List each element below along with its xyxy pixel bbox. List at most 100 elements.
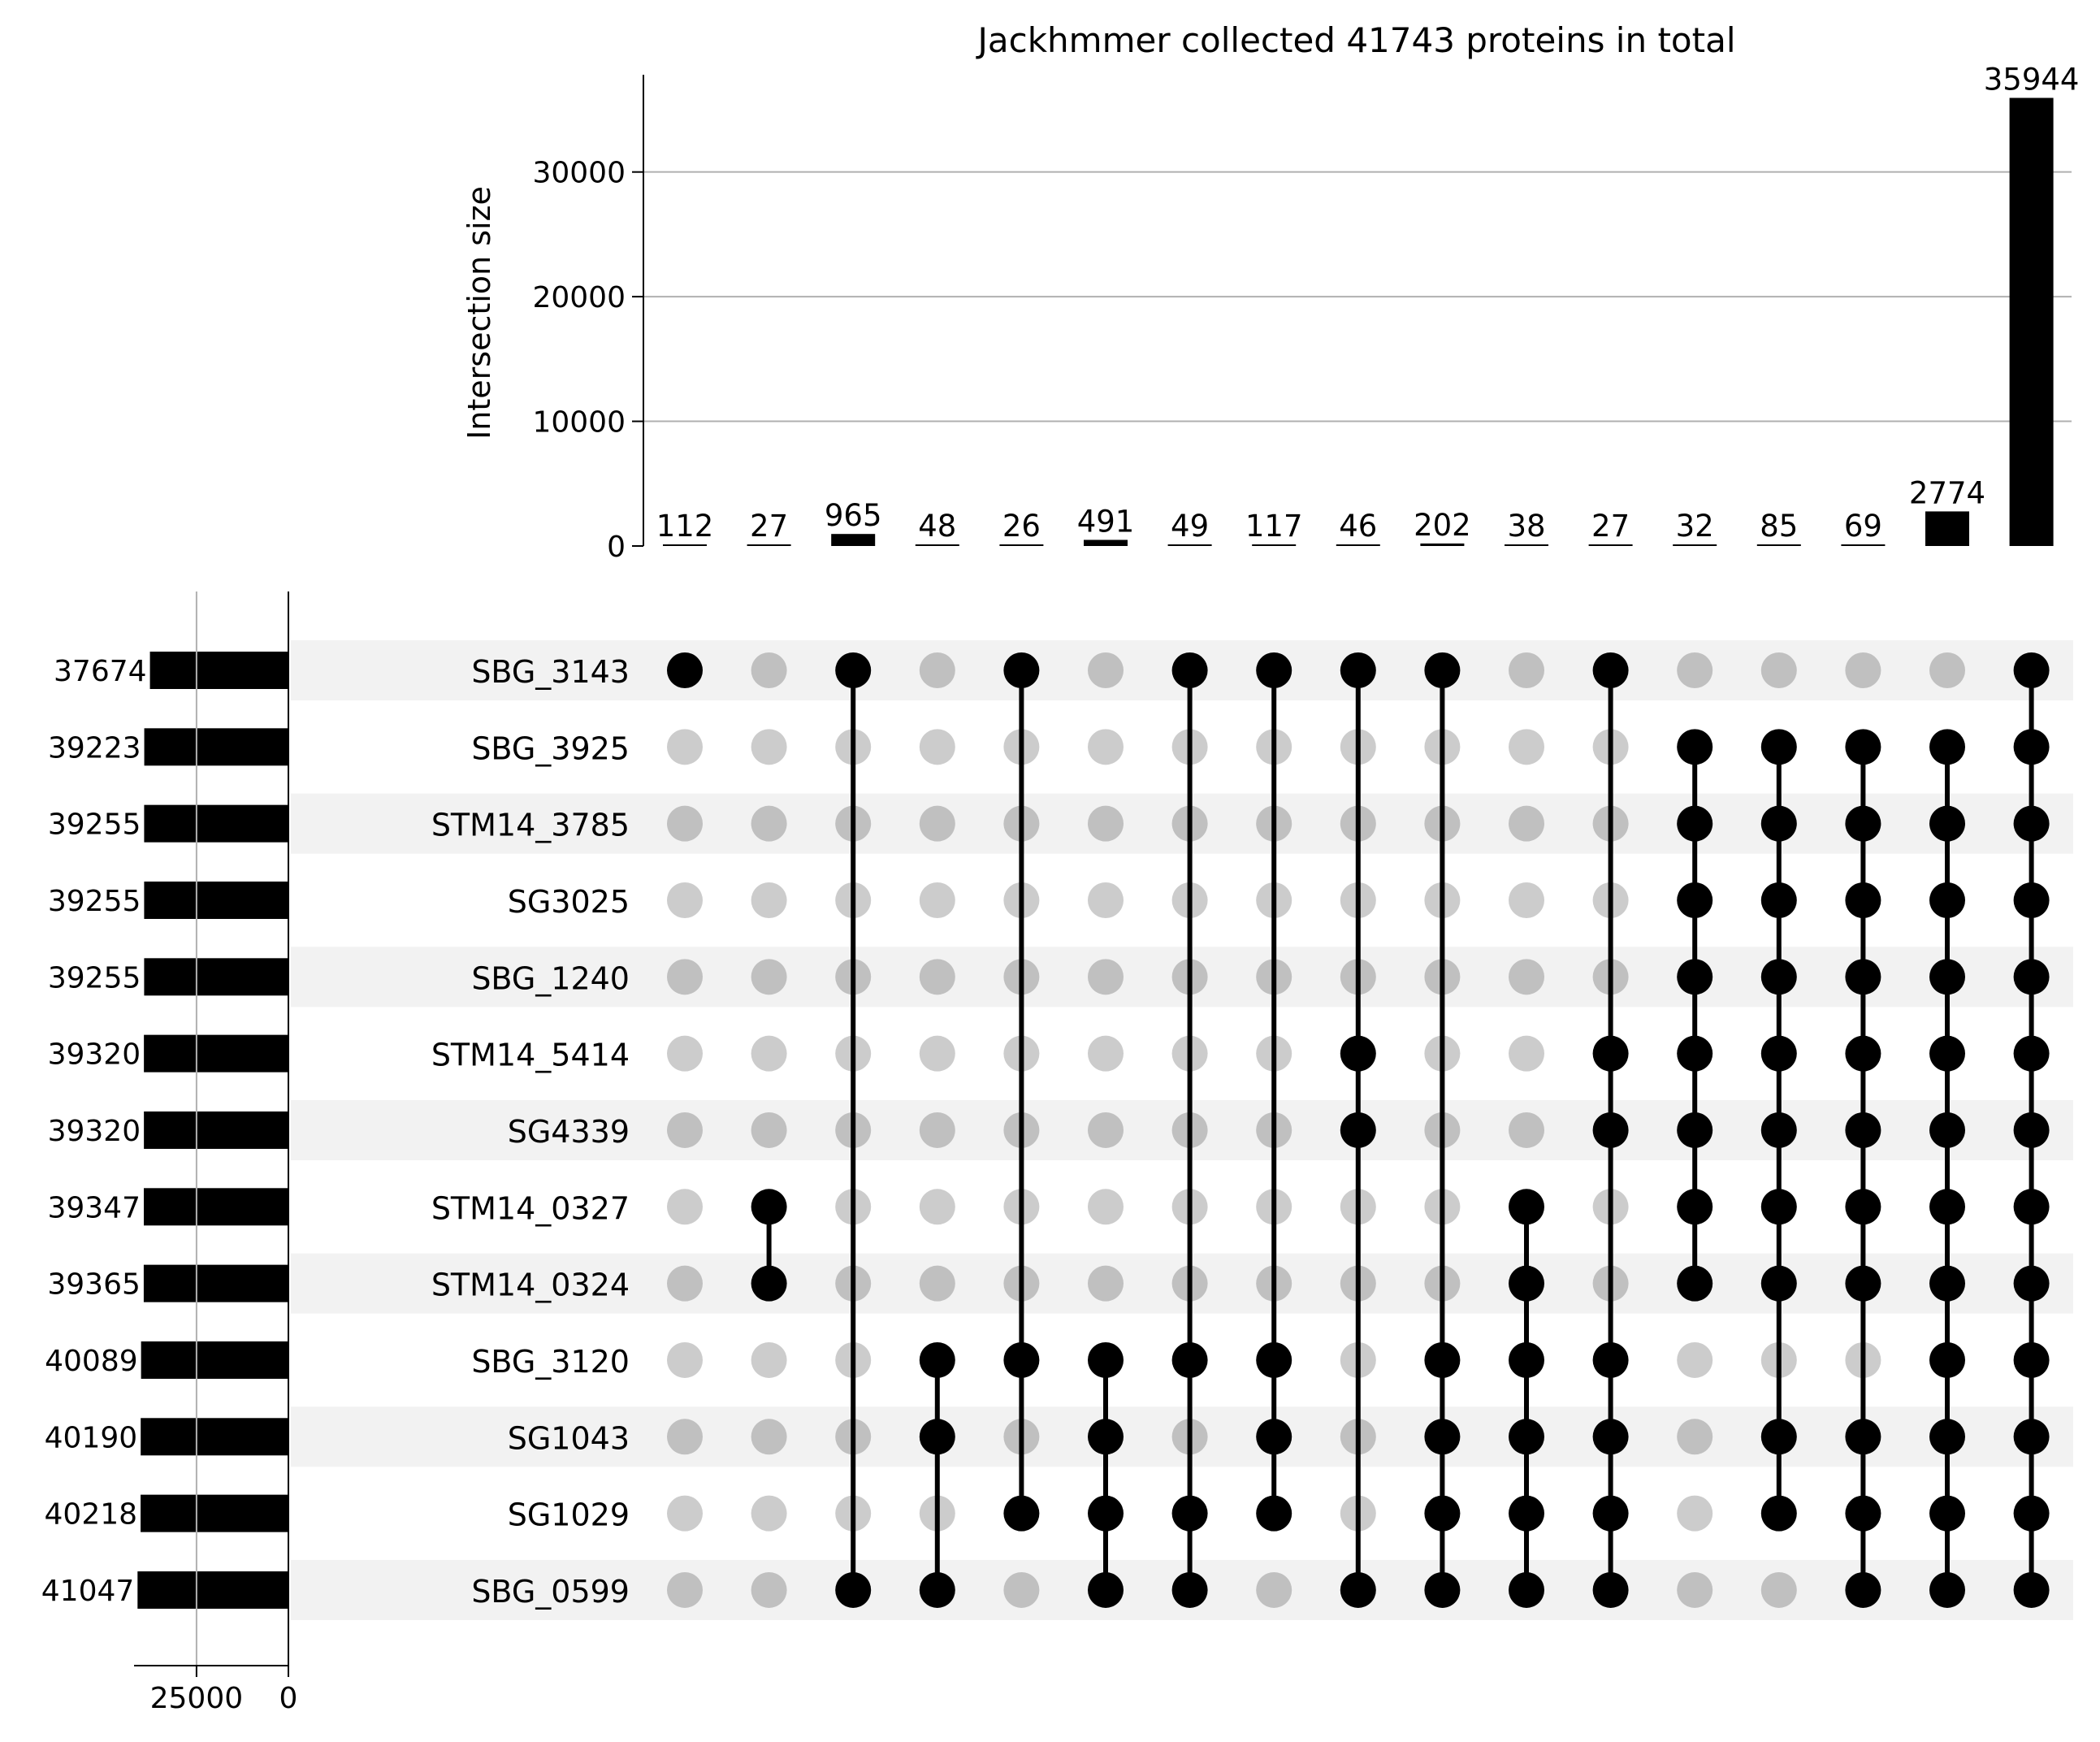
intersection-bar: [1167, 544, 1212, 546]
active-dot: [1760, 1495, 1797, 1532]
active-dot: [1760, 729, 1797, 765]
intersection-bar: [1084, 540, 1128, 546]
active-dot: [1929, 805, 1965, 842]
intersection-bar-label: 32: [1676, 509, 1714, 544]
active-dot: [1592, 1419, 1629, 1455]
set-size-label: 39347: [47, 1191, 141, 1224]
active-dot: [1760, 959, 1797, 995]
set-size-bar: [144, 1111, 288, 1149]
active-dot: [1760, 1112, 1797, 1148]
active-dot: [1677, 1265, 1713, 1302]
inactive-dot: [667, 1265, 703, 1302]
active-dot: [1003, 1341, 1040, 1378]
set-size-bar: [149, 652, 288, 689]
set-size-label: 41047: [41, 1575, 135, 1608]
inactive-dot: [751, 959, 787, 995]
intersection-gridlines: [643, 171, 2072, 422]
set-size-bar: [144, 1188, 288, 1226]
active-dot: [1760, 1189, 1797, 1225]
inactive-dot: [1677, 1571, 1713, 1608]
inactive-dot: [751, 729, 787, 765]
inactive-dot: [1088, 1112, 1124, 1148]
active-dot: [1509, 1189, 1544, 1225]
inactive-dot: [751, 805, 787, 842]
active-dot: [1760, 805, 1797, 842]
active-dot: [1845, 1035, 1881, 1072]
active-dot: [1929, 1035, 1965, 1072]
intersection-bar: [999, 544, 1044, 546]
set-size-bar: [144, 728, 288, 766]
inactive-dot: [1509, 652, 1544, 688]
set-size-bar: [143, 1264, 288, 1302]
active-dot: [1677, 805, 1713, 842]
inactive-dot: [1088, 1265, 1124, 1302]
inactive-dot: [751, 652, 787, 688]
inactive-dot: [751, 1341, 787, 1378]
inactive-dot: [667, 805, 703, 842]
active-dot: [1929, 729, 1965, 765]
inactive-dot: [1509, 882, 1544, 918]
inactive-dot: [1929, 652, 1965, 688]
active-dot: [1929, 1341, 1965, 1378]
active-dot: [1677, 729, 1713, 765]
active-dot: [1929, 1265, 1965, 1302]
inactive-dot: [751, 882, 787, 918]
intersection-bar: [1841, 544, 1886, 546]
inactive-dot: [667, 1571, 703, 1608]
set-name-label: SBG_1240: [471, 960, 630, 996]
inactive-dot: [1509, 729, 1544, 765]
intersection-bar-label: 35944: [1984, 62, 2080, 97]
set-size-label: 39255: [48, 808, 141, 842]
y-tick-label: 0: [607, 531, 626, 564]
set-size-bars: 37674 SBG_3143 39223 SBG_3925 39255 STM14_378…: [41, 592, 630, 1666]
set-size-label: 40089: [45, 1345, 138, 1378]
active-dot: [1845, 1419, 1881, 1455]
inactive-dot: [919, 1035, 955, 1072]
intersection-bar-label: 117: [1245, 509, 1303, 544]
axes: 0 10000 20000 30000 25000 0: [134, 75, 644, 1715]
active-dot: [1424, 652, 1461, 688]
active-dot: [1845, 729, 1881, 765]
inactive-dot: [667, 1495, 703, 1532]
active-dot: [1929, 959, 1965, 995]
intersection-bar-label: 202: [1414, 508, 1471, 543]
set-size-label: 40190: [45, 1421, 138, 1454]
chart-title: Jackhmmer collected 41743 proteins in to…: [976, 20, 1736, 60]
set-size-bar: [141, 1341, 288, 1379]
inactive-dot: [1256, 1571, 1292, 1608]
set-name-label: SG3025: [508, 884, 630, 920]
set-name-label: STM14_0324: [431, 1268, 630, 1303]
inactive-dot: [751, 1035, 787, 1072]
set-name-label: SBG_3120: [471, 1344, 630, 1380]
inactive-dot: [1677, 1419, 1713, 1455]
active-dot: [1677, 1112, 1713, 1148]
active-dot: [1677, 1035, 1713, 1072]
active-dot: [1929, 1189, 1965, 1225]
inactive-dot: [1677, 1341, 1713, 1378]
active-dot: [1929, 1112, 1965, 1148]
active-dot: [751, 1189, 787, 1225]
y-tick-label: 20000: [532, 281, 626, 314]
set-name-label: SG1029: [508, 1497, 630, 1533]
active-dot: [1256, 1419, 1292, 1455]
x-tick-label: 0: [279, 1682, 298, 1715]
set-size-label: 39223: [48, 731, 141, 765]
active-dot: [1845, 1265, 1881, 1302]
set-size-label: 39320: [48, 1038, 141, 1072]
set-name-label: STM14_3785: [431, 808, 630, 843]
intersection-bar: [663, 544, 707, 546]
active-dot: [1509, 1265, 1544, 1302]
active-dot: [1592, 1341, 1629, 1378]
set-size-bar: [137, 1571, 288, 1609]
set-name-label: SG4339: [508, 1114, 630, 1150]
set-size-label: 37674: [54, 655, 147, 688]
active-dot: [2013, 1571, 2050, 1608]
active-dot: [1845, 1189, 1881, 1225]
intersection-bar-label: 38: [1507, 509, 1545, 544]
inactive-dot: [919, 959, 955, 995]
active-dot: [1088, 1571, 1124, 1608]
intersection-bar: [915, 544, 959, 546]
active-dot: [1929, 1419, 1965, 1455]
active-dot: [1340, 1035, 1376, 1072]
set-name-label: STM14_5414: [431, 1038, 630, 1073]
